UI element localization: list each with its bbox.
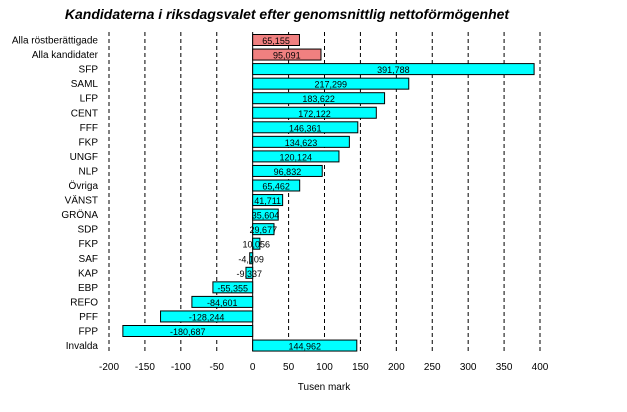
x-tick-label: 300 xyxy=(460,362,477,373)
bar xyxy=(252,48,322,61)
data-label: 134,623 xyxy=(285,138,318,148)
bar xyxy=(249,252,254,265)
x-tick-label: 400 xyxy=(532,362,549,373)
bar xyxy=(245,266,254,279)
x-tick-label: -200 xyxy=(99,362,119,373)
x-tick-label: 350 xyxy=(496,362,513,373)
x-tick-label: -150 xyxy=(135,362,155,373)
category-label: VÄNST xyxy=(65,195,98,207)
x-axis-label: Tusen mark xyxy=(298,382,351,393)
category-label: Invalda xyxy=(66,341,99,352)
bar xyxy=(252,237,261,250)
category-label: NLP xyxy=(79,166,99,177)
data-label: -180,687 xyxy=(170,327,206,337)
x-tick-label: 50 xyxy=(283,362,295,373)
category-label: EBP xyxy=(78,283,98,294)
category-label: Övriga xyxy=(69,180,99,192)
category-label: LFP xyxy=(80,94,99,105)
category-label: FKP xyxy=(79,137,99,148)
category-label: CENT xyxy=(71,108,98,119)
category-label: Alla röstberättigade xyxy=(12,36,99,47)
category-label: FKP xyxy=(79,239,99,250)
bar xyxy=(252,164,323,177)
bar xyxy=(252,63,535,76)
bar xyxy=(160,310,254,323)
data-label: -128,244 xyxy=(189,312,225,322)
category-label: SAF xyxy=(79,254,98,265)
data-labels: 65,155 95,091 391,788 217,299 183,622 172,122… xyxy=(170,36,410,352)
data-label: 95,091 xyxy=(273,51,301,61)
category-label: FPP xyxy=(79,327,99,338)
x-tick-label: 200 xyxy=(388,362,405,373)
bars xyxy=(122,34,535,352)
bar xyxy=(252,208,279,221)
data-label: 96,832 xyxy=(274,167,302,177)
data-label: 217,299 xyxy=(314,80,347,90)
x-tick-label: -100 xyxy=(171,362,191,373)
data-label: 29,677 xyxy=(250,225,278,235)
data-label: 35,604 xyxy=(252,211,280,221)
data-label: 172,122 xyxy=(298,109,331,119)
data-label: 41,711 xyxy=(254,196,281,206)
x-tick-label: 100 xyxy=(316,362,333,373)
data-label: 10,056 xyxy=(243,240,271,250)
bar xyxy=(252,92,386,105)
data-label: 146,361 xyxy=(289,123,322,133)
data-label: 65,462 xyxy=(262,182,290,192)
bar xyxy=(212,281,254,294)
bar xyxy=(252,194,284,207)
bar xyxy=(252,179,301,192)
data-label: 144,962 xyxy=(288,342,321,352)
category-label: SDP xyxy=(77,225,98,236)
bar xyxy=(252,121,359,134)
chart-title: Kandidaterna i riksdagsvalet efter genom… xyxy=(65,6,511,22)
category-label: FFF xyxy=(80,123,98,134)
category-labels: Alla röstberättigade Alla kandidater SFP SA… xyxy=(12,36,99,353)
bar xyxy=(252,150,340,163)
category-label: SAML xyxy=(71,79,99,90)
data-label: -4,109 xyxy=(238,254,264,264)
category-label: KAP xyxy=(78,268,98,279)
data-label: 65,155 xyxy=(262,36,290,46)
x-tick-label: 250 xyxy=(424,362,441,373)
x-tick-label: -50 xyxy=(210,362,225,373)
bar xyxy=(252,77,410,90)
x-tick-label: 150 xyxy=(352,362,369,373)
data-label: 391,788 xyxy=(377,65,410,75)
data-label: -9,337 xyxy=(237,269,263,279)
data-label: 183,622 xyxy=(302,94,335,104)
category-label: GRÖNA xyxy=(61,209,98,221)
data-label: 120,124 xyxy=(280,152,313,162)
bar xyxy=(252,339,358,352)
bar xyxy=(191,295,254,308)
category-label: REFO xyxy=(70,297,98,308)
category-label: UNGF xyxy=(70,152,98,163)
bar xyxy=(252,223,275,236)
category-label: Alla kandidater xyxy=(32,50,99,61)
bar xyxy=(252,135,350,148)
bar xyxy=(252,106,377,119)
x-tick-label: 0 xyxy=(250,362,256,373)
bar xyxy=(122,325,254,337)
x-tick-labels: -200 -150 -100 -50 0 50 100 150 200 250 300 350 400 xyxy=(99,362,549,373)
category-label: PFF xyxy=(79,312,98,323)
data-label: -55,355 xyxy=(218,283,249,293)
bar xyxy=(252,34,300,46)
category-label: SFP xyxy=(79,65,99,76)
data-label: -84,601 xyxy=(207,298,238,308)
